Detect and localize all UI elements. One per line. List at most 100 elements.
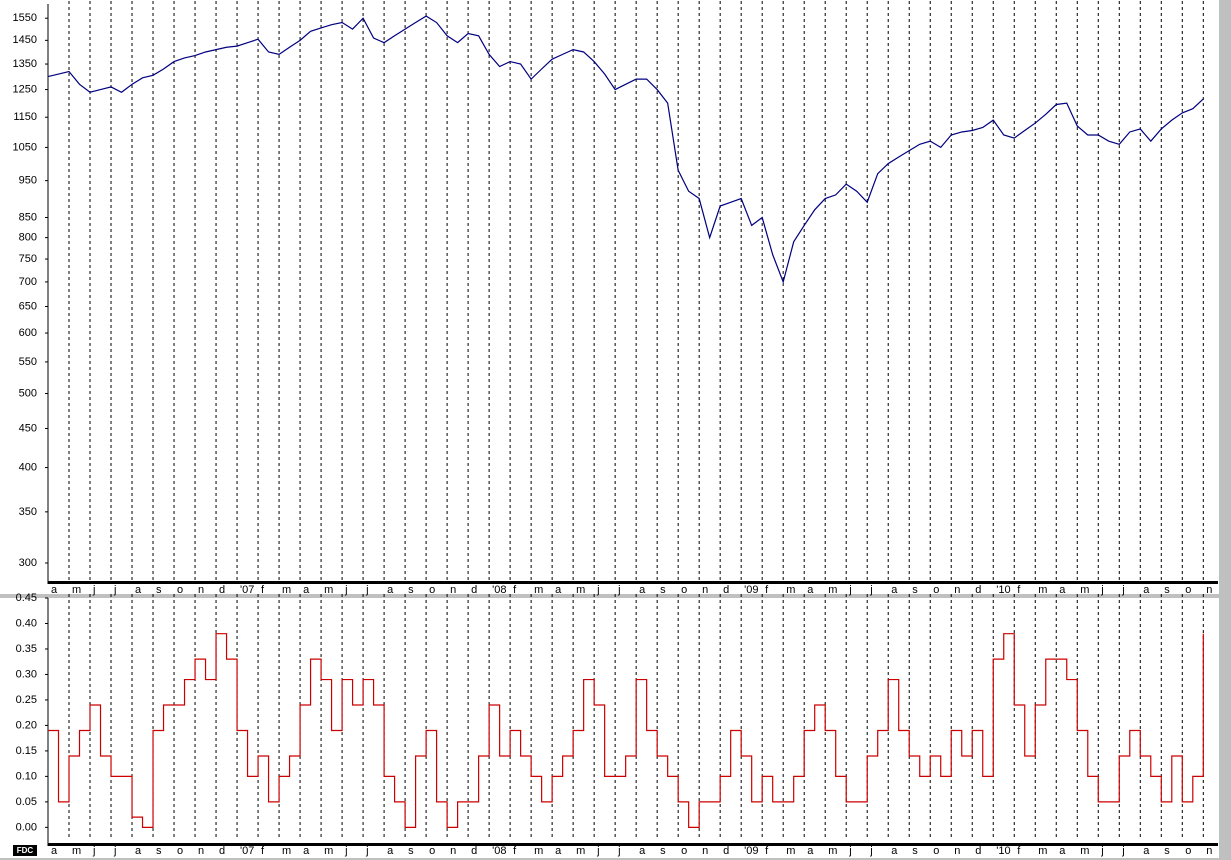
x-tick-label: m bbox=[786, 845, 795, 857]
x-tick-label: m bbox=[828, 584, 837, 596]
x-tick-label: j bbox=[365, 584, 368, 596]
x-tick-label: a bbox=[51, 584, 58, 596]
x-tick-label: d bbox=[471, 584, 477, 596]
x-tick-label: j bbox=[113, 584, 116, 596]
x-tick-label: j bbox=[344, 584, 347, 596]
x-tick-label: n bbox=[450, 845, 456, 857]
x-tick-label: a bbox=[387, 845, 394, 857]
y-tick-label: 300 bbox=[19, 557, 37, 569]
x-tick-label: n bbox=[954, 584, 960, 596]
data-line bbox=[47, 15, 1204, 284]
x-tick-label: f bbox=[513, 845, 517, 857]
y-tick-label: 1450 bbox=[13, 34, 37, 46]
x-tick-label: m bbox=[72, 845, 81, 857]
x-tick-label: s bbox=[1164, 845, 1170, 857]
x-tick-label: m bbox=[282, 845, 291, 857]
x-tick-label: a bbox=[555, 845, 562, 857]
badge bbox=[13, 845, 37, 856]
x-tick-label: o bbox=[429, 584, 435, 596]
y-tick-label: 0.30 bbox=[16, 668, 37, 680]
y-tick-label: 850 bbox=[19, 211, 37, 223]
x-tick-label: j bbox=[1100, 584, 1103, 596]
x-tick-label: m bbox=[324, 845, 333, 857]
x-tick-label: s bbox=[1164, 584, 1170, 596]
x-tick-label: s bbox=[912, 584, 918, 596]
x-tick-label: j bbox=[848, 584, 851, 596]
x-tick-label: a bbox=[303, 845, 310, 857]
x-tick-label: '09 bbox=[744, 584, 758, 596]
x-tick-label: o bbox=[177, 845, 183, 857]
x-tick-label: d bbox=[975, 845, 981, 857]
x-tick-label: o bbox=[177, 584, 183, 596]
x-tick-label: o bbox=[933, 584, 939, 596]
x-tick-label: j bbox=[869, 584, 872, 596]
x-tick-label: a bbox=[1059, 845, 1066, 857]
x-tick-label: m bbox=[534, 845, 543, 857]
y-tick-label: 0.05 bbox=[16, 796, 37, 808]
y-tick-label: 950 bbox=[19, 175, 37, 187]
x-tick-label: j bbox=[92, 584, 95, 596]
x-tick-label: o bbox=[429, 845, 435, 857]
y-tick-label: 0.20 bbox=[16, 719, 37, 731]
x-tick-label: d bbox=[975, 584, 981, 596]
x-tick-label: a bbox=[555, 584, 562, 596]
y-tick-label: 0.10 bbox=[16, 770, 37, 782]
y-tick-label: 1050 bbox=[13, 141, 37, 153]
badge-text: FDC bbox=[17, 846, 34, 855]
x-tick-label: j bbox=[617, 584, 620, 596]
x-tick-label: a bbox=[1059, 584, 1066, 596]
x-tick-label: m bbox=[786, 584, 795, 596]
y-tick-label: 0.35 bbox=[16, 643, 37, 655]
y-tick-label: 650 bbox=[19, 300, 37, 312]
x-tick-label: j bbox=[1121, 845, 1124, 857]
x-tick-label: m bbox=[1038, 845, 1047, 857]
x-tick-label: a bbox=[51, 845, 58, 857]
x-tick-label: '07 bbox=[240, 584, 254, 596]
x-tick-label: d bbox=[219, 845, 225, 857]
x-tick-label: '07 bbox=[240, 845, 254, 857]
y-tick-label: 550 bbox=[19, 356, 37, 368]
x-tick-label: o bbox=[1185, 845, 1191, 857]
x-tick-label: f bbox=[765, 584, 769, 596]
x-axis-bar bbox=[48, 843, 1218, 846]
x-tick-label: a bbox=[807, 845, 814, 857]
y-tick-label: 1350 bbox=[13, 58, 37, 70]
x-tick-label: n bbox=[198, 584, 204, 596]
x-tick-label: a bbox=[387, 584, 394, 596]
x-tick-label: j bbox=[596, 584, 599, 596]
x-tick-label: s bbox=[156, 845, 162, 857]
x-tick-label: a bbox=[891, 584, 898, 596]
y-tick-label: 0.00 bbox=[16, 821, 37, 833]
x-tick-label: s bbox=[660, 845, 666, 857]
x-tick-label: m bbox=[1080, 845, 1089, 857]
x-tick-label: '08 bbox=[492, 845, 506, 857]
x-tick-label: a bbox=[135, 845, 142, 857]
x-tick-label: j bbox=[848, 845, 851, 857]
x-tick-label: n bbox=[450, 584, 456, 596]
x-tick-label: '10 bbox=[996, 584, 1010, 596]
y-tick-label: 0.45 bbox=[16, 592, 37, 604]
x-axis-bar bbox=[48, 581, 1218, 584]
y-tick-label: 1550 bbox=[13, 12, 37, 24]
x-tick-label: o bbox=[681, 584, 687, 596]
x-tick-label: '08 bbox=[492, 584, 506, 596]
y-tick-label: 350 bbox=[19, 506, 37, 518]
x-tick-label: m bbox=[1080, 584, 1089, 596]
x-tick-label: f bbox=[1017, 845, 1021, 857]
x-tick-label: o bbox=[1185, 584, 1191, 596]
x-tick-label: f bbox=[1017, 584, 1021, 596]
y-tick-label: 500 bbox=[19, 387, 37, 399]
y-tick-label: 800 bbox=[19, 232, 37, 244]
x-tick-label: j bbox=[617, 845, 620, 857]
x-tick-label: a bbox=[1143, 845, 1150, 857]
y-tick-label: 0.15 bbox=[16, 745, 37, 757]
x-tick-label: '10 bbox=[996, 845, 1010, 857]
x-tick-label: d bbox=[723, 584, 729, 596]
top-panel bbox=[0, 0, 1219, 594]
x-tick-label: m bbox=[828, 845, 837, 857]
x-tick-label: '09 bbox=[744, 845, 758, 857]
x-tick-label: j bbox=[344, 845, 347, 857]
y-tick-label: 0.25 bbox=[16, 694, 37, 706]
